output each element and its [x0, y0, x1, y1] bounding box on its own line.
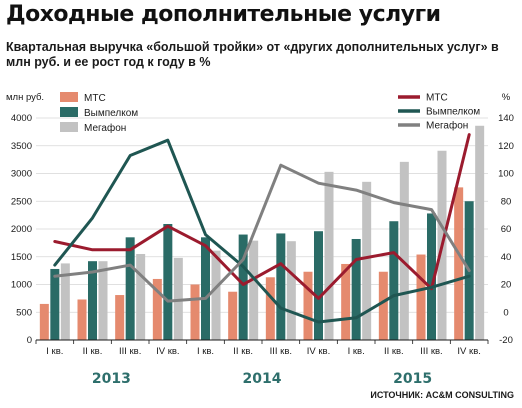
bar [60, 263, 70, 340]
bar [50, 268, 60, 340]
year-label: 2013 [92, 371, 131, 387]
legend-swatch [60, 92, 78, 102]
y-left-tick-label: 2000 [11, 224, 32, 235]
legend-label: МТС [84, 93, 106, 104]
y-right-tick-label: 20 [501, 280, 512, 291]
bar [201, 237, 210, 340]
chart-axes: 0 500 1000 1500 2000 2500 3000 3500 4000 -20 0 20 40… [6, 92, 514, 387]
y-right-tick-label: 0 [503, 307, 508, 318]
x-tick-label: III кв. [420, 346, 442, 357]
bar [341, 263, 351, 340]
y-right-tick-label: -20 [499, 335, 513, 346]
chart-grid [36, 117, 488, 341]
y-right-tick-label: 140 [498, 113, 514, 124]
legend-label: Вымпелком [426, 107, 480, 118]
y-left-tick-label: 3000 [11, 169, 32, 180]
legend-swatch [60, 122, 78, 132]
bar [39, 303, 49, 340]
y-right-tick-label: 80 [501, 196, 512, 207]
bar [265, 277, 275, 340]
bar [190, 284, 200, 340]
bar [314, 231, 323, 340]
source-note: ИСТОЧНИК: AC&M CONSULTING [370, 390, 514, 400]
bar [324, 171, 334, 340]
bar [427, 213, 436, 340]
y-left-tick-label: 4000 [11, 113, 32, 124]
x-tick-label: III кв. [270, 346, 292, 357]
y-right-tick-label: 40 [501, 252, 512, 263]
year-label: 2014 [243, 371, 282, 387]
bar [389, 221, 399, 340]
bar [88, 261, 97, 340]
y-right-tick-label: 120 [498, 141, 514, 152]
x-tick-label: II кв. [83, 346, 103, 357]
bar [163, 224, 173, 340]
y-left-tick-label: 1500 [11, 252, 32, 263]
legend-label: МТС [426, 93, 448, 104]
bar [303, 271, 313, 340]
bar [362, 181, 372, 340]
bar [238, 234, 248, 340]
x-tick-label: III кв. [119, 346, 141, 357]
bar [115, 295, 125, 340]
bar [286, 241, 296, 340]
y-right-tick-label: 60 [501, 224, 512, 235]
bar [378, 271, 388, 340]
chart-legend: МТС Вымпелком Мегафон МТС Вымпелком Мегафон [60, 92, 480, 134]
bar [77, 299, 87, 340]
x-tick-label: I кв. [348, 346, 365, 357]
bar [276, 233, 286, 340]
x-tick-label: II кв. [384, 346, 404, 357]
y-left-tick-label: 0 [27, 335, 32, 346]
x-tick-label: II кв. [233, 346, 253, 357]
bar [98, 261, 108, 340]
bar [125, 237, 135, 340]
x-tick-label: IV кв. [156, 346, 179, 357]
x-tick-label: I кв. [197, 346, 214, 357]
x-tick-label: IV кв. [307, 346, 330, 357]
y-left-tick-label: 1000 [11, 280, 32, 291]
chart-subtitle: Квартальная выручка «большой тройки» от … [6, 40, 499, 69]
bar-marks [39, 125, 485, 341]
line-marks [53, 133, 471, 324]
bar [136, 253, 146, 340]
y-left-axis-label: млн руб. [6, 92, 44, 103]
bar [416, 254, 426, 340]
year-label: 2015 [393, 371, 432, 387]
y-left-tick-label: 2500 [11, 196, 32, 207]
bar [211, 250, 221, 340]
series-line [53, 133, 471, 300]
bar [399, 161, 409, 340]
series-line [53, 138, 471, 324]
y-left-tick-label: 3500 [11, 141, 32, 152]
bar [152, 278, 162, 340]
x-tick-label: IV кв. [457, 346, 480, 357]
x-tick-label: I кв. [46, 346, 63, 357]
bar [454, 187, 464, 340]
legend-swatch [60, 107, 78, 117]
y-right-axis-label: % [502, 92, 511, 103]
y-right-tick-label: 100 [498, 169, 514, 180]
legend-label: Вымпелком [84, 108, 138, 119]
bar [228, 291, 238, 340]
legend-label: Мегафон [84, 122, 126, 134]
bar [351, 238, 361, 340]
page-title: Доходные дополнительные услуги [6, 2, 441, 27]
y-left-tick-label: 500 [16, 307, 32, 318]
legend-label: Мегафон [426, 120, 468, 132]
bar [475, 125, 485, 341]
series-line [53, 163, 471, 303]
bar [249, 240, 259, 340]
